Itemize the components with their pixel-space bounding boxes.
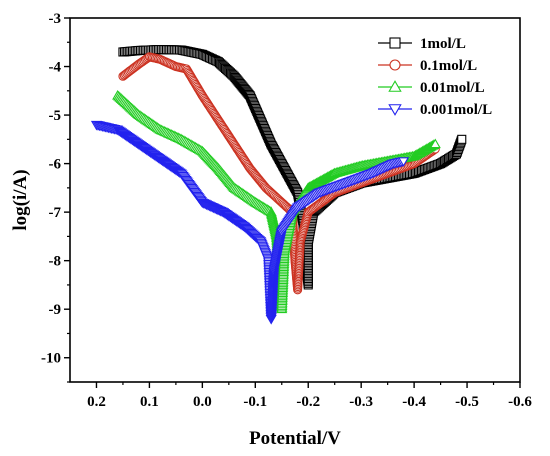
legend-label: 1mol/L [420, 36, 466, 52]
data-point [457, 134, 467, 144]
y-tick-label: -10 [41, 351, 61, 367]
y-tick-label: -6 [49, 157, 62, 173]
series-line [96, 124, 404, 319]
legend-item-2: 0.1mol/L [378, 58, 477, 74]
data-point [397, 157, 410, 167]
y-axis-title: log(i/A) [10, 169, 31, 230]
y-tick-label: -8 [49, 254, 62, 270]
plot-frame [69, 17, 521, 383]
legend-marker [388, 104, 402, 116]
y-tick-label: -5 [49, 108, 62, 124]
series-layer [90, 44, 467, 325]
x-tick-label: -0.5 [455, 394, 479, 410]
legend-label: 0.01mol/L [420, 80, 485, 96]
x-tick-label: -0.3 [349, 394, 373, 410]
x-tick-label: -0.6 [508, 394, 532, 410]
x-tick-label: 0.0 [193, 394, 212, 410]
legend-item-4: 0.001mol/L [378, 102, 492, 118]
y-tick-label: -7 [49, 205, 62, 221]
legend-label: 0.001mol/L [420, 102, 492, 118]
legend-marker [388, 80, 402, 92]
x-tick-label: 0.1 [140, 394, 159, 410]
data-point [429, 138, 441, 149]
x-tick-label: -0.1 [243, 394, 267, 410]
x-axis-title: Potential/V [249, 428, 341, 449]
series-4 [90, 120, 410, 325]
legend-item-1: 1mol/L [378, 36, 466, 52]
x-tick-label: -0.2 [296, 394, 320, 410]
legend-marker [389, 37, 401, 49]
legend-label: 0.1mol/L [420, 58, 477, 74]
axes: 0.2 0.1 0.0 -0.1 -0.2 -0.3 -0.4 -0.5 -0.6 -3 -4 -5 -… [41, 11, 532, 410]
y-tick-label: -3 [49, 11, 62, 27]
x-tick-label: 0.2 [87, 394, 106, 410]
y-tick-label: -4 [49, 60, 62, 76]
legend: 1mol/L 0.1mol/L 0.01mol/L 0.001mol/L [378, 36, 492, 118]
x-tick-label: -0.4 [402, 394, 426, 410]
legend-marker [389, 59, 401, 71]
legend-item-3: 0.01mol/L [378, 80, 485, 96]
y-tick-label: -9 [49, 302, 62, 318]
